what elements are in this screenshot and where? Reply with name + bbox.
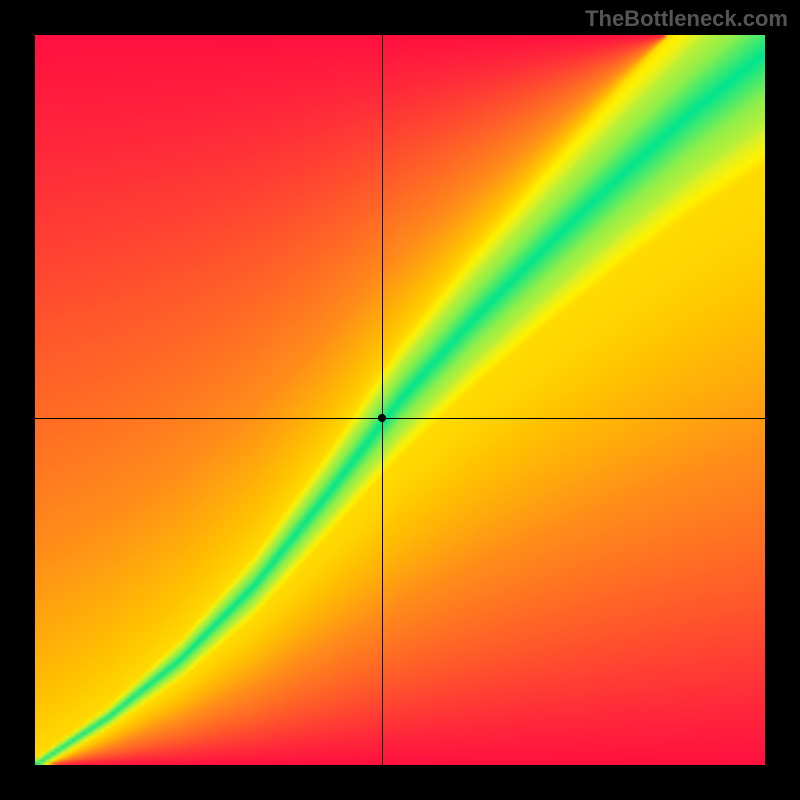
crosshair-marker-dot (378, 414, 386, 422)
heatmap-canvas (35, 35, 765, 765)
heatmap-plot-area (35, 35, 765, 765)
watermark-text: TheBottleneck.com (585, 6, 788, 32)
crosshair-horizontal (35, 418, 765, 419)
crosshair-vertical (382, 35, 383, 765)
